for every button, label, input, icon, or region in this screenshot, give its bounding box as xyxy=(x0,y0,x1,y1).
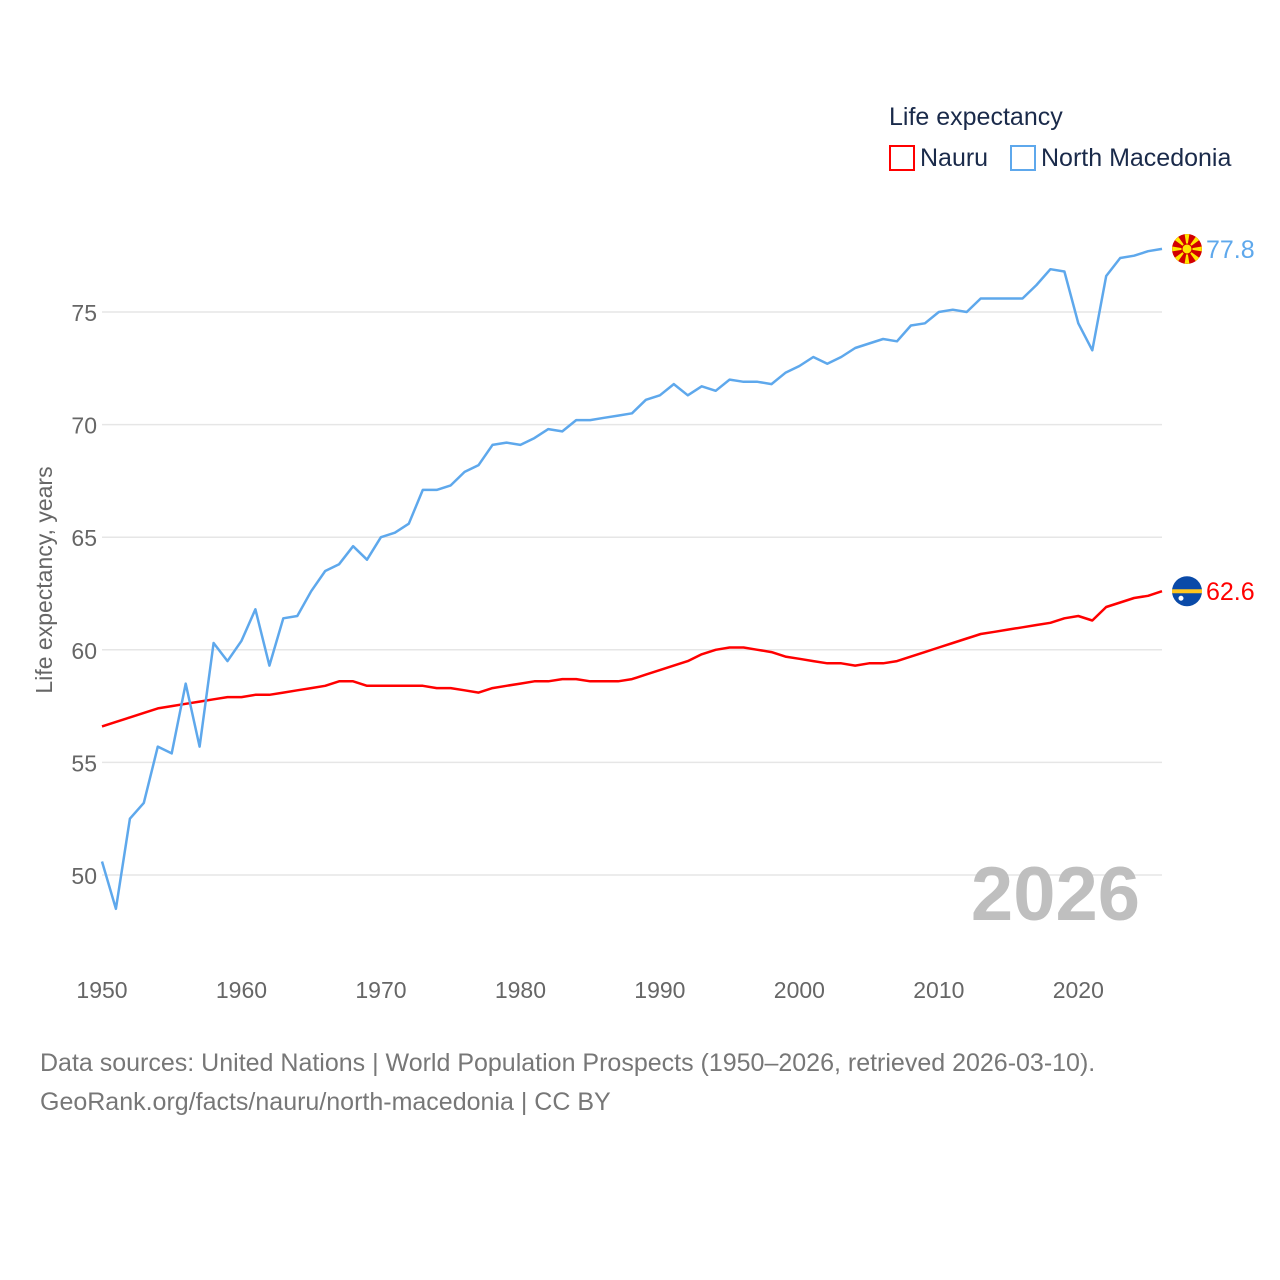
y-axis-label: Life expectancy, years xyxy=(31,466,57,693)
x-tick-label: 2010 xyxy=(913,977,964,1003)
x-tick-label: 1960 xyxy=(216,977,267,1003)
attribution-link[interactable]: GeoRank.org/facts/nauru/north-macedonia … xyxy=(40,1088,611,1116)
legend-label-nauru[interactable]: Nauru xyxy=(920,144,988,172)
x-tick-label: 1970 xyxy=(355,977,406,1003)
nauru-flag-icon xyxy=(1172,576,1202,607)
y-tick-label: 50 xyxy=(71,863,97,889)
x-tick-label: 1990 xyxy=(634,977,685,1003)
data-source-text: Data sources: United Nations | World Pop… xyxy=(40,1049,1096,1077)
y-tick-label: 70 xyxy=(71,413,97,439)
year-watermark: 2026 xyxy=(971,852,1140,937)
end-value-label: 62.6 xyxy=(1206,578,1255,606)
series-line-north-macedonia xyxy=(100,247,1163,911)
north-macedonia-flag-icon xyxy=(1172,233,1202,264)
legend-label-north-macedonia[interactable]: North Macedonia xyxy=(1041,144,1231,172)
series-line-nauru xyxy=(101,590,1163,728)
x-tick-label: 1950 xyxy=(76,977,127,1003)
legend-swatch-north-macedonia xyxy=(1010,145,1036,171)
x-tick-label: 2000 xyxy=(774,977,825,1003)
y-tick-label: 55 xyxy=(71,750,97,776)
footer: Data sources: United Nations | World Pop… xyxy=(40,1044,1095,1122)
y-tick-label: 60 xyxy=(71,638,97,664)
legend-title: Life expectancy xyxy=(889,103,1063,131)
end-value-label: 77.8 xyxy=(1206,236,1255,264)
x-tick-label: 2020 xyxy=(1053,977,1104,1003)
legend-swatch-nauru xyxy=(889,145,915,171)
y-tick-label: 75 xyxy=(71,300,97,326)
y-tick-label: 65 xyxy=(71,525,97,551)
x-tick-label: 1980 xyxy=(495,977,546,1003)
